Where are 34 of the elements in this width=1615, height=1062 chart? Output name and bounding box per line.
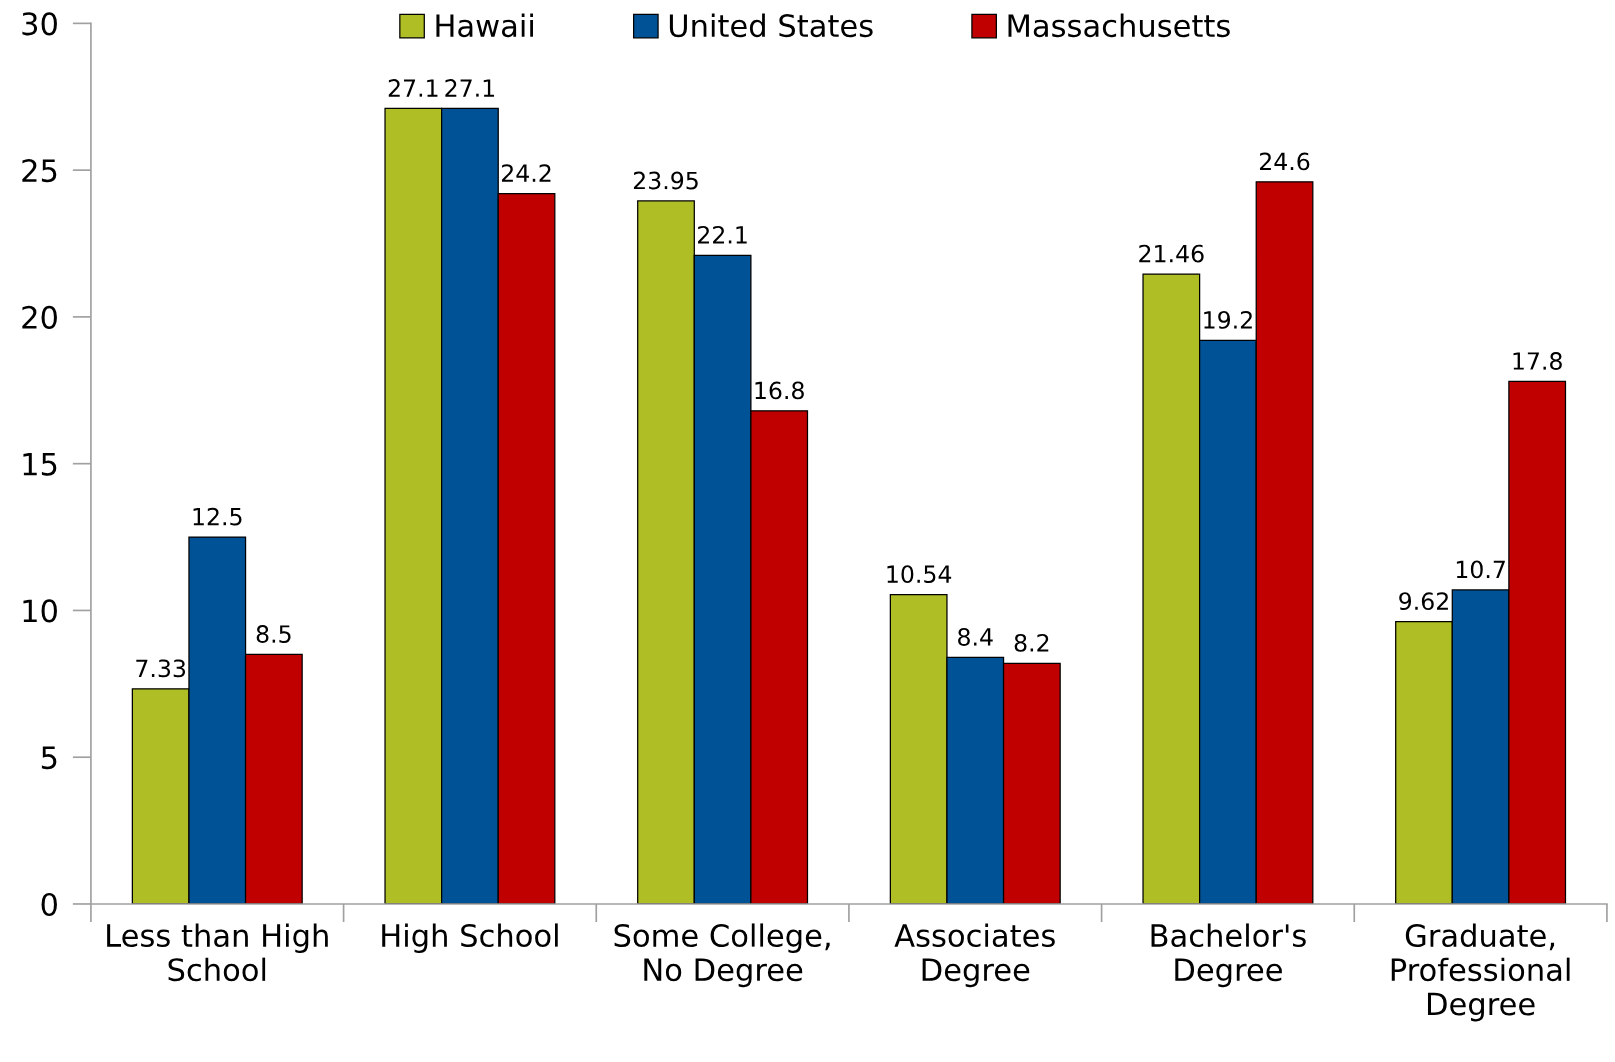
data-label: 10.7 [1456, 560, 1505, 579]
x-tick-label: Graduate, Professional Degree [1391, 923, 1570, 1022]
legend-label: Hawaii [436, 13, 533, 38]
data-label: 19.2 [1204, 311, 1252, 329]
x-tick-label: Some College, No Degree [614, 923, 830, 988]
data-label: 21.46 [1139, 244, 1204, 263]
y-tick-label: 15 [23, 453, 57, 476]
data-label: 23.95 [633, 171, 698, 190]
data-label: 16.8 [755, 381, 804, 400]
data-label: 22.1 [698, 225, 747, 244]
data-label: 17.8 [1513, 352, 1562, 370]
data-label: 24.2 [501, 164, 551, 182]
x-tick-label: Associates Degree [894, 923, 1055, 988]
data-label: 10.54 [887, 565, 952, 584]
data-label: 24.6 [1259, 152, 1310, 171]
y-tick-label: 20 [22, 305, 57, 329]
data-label: 27.1 [388, 79, 438, 97]
data-label: 8.5 [256, 625, 291, 643]
x-tick-label: Less than High School [107, 923, 328, 982]
y-tick-label: 5 [41, 746, 57, 770]
data-label: 7.33 [136, 659, 186, 678]
legend-label: Massachusetts [1008, 13, 1230, 38]
data-label: 12.5 [193, 507, 242, 526]
data-label: 8.2 [1014, 633, 1049, 652]
y-tick-label: 30 [22, 12, 57, 36]
legend-label: United States [669, 13, 873, 38]
y-tick-label: 10 [23, 599, 57, 623]
x-tick-label: Bachelor's Degree [1151, 923, 1306, 988]
x-tick-label: High School [382, 923, 558, 953]
data-label: 9.62 [1399, 592, 1448, 611]
y-tick-label: 25 [22, 159, 57, 183]
data-label: 27.1 [445, 79, 495, 97]
data-label: 8.4 [958, 628, 993, 646]
y-tick-label: 0 [41, 892, 57, 917]
